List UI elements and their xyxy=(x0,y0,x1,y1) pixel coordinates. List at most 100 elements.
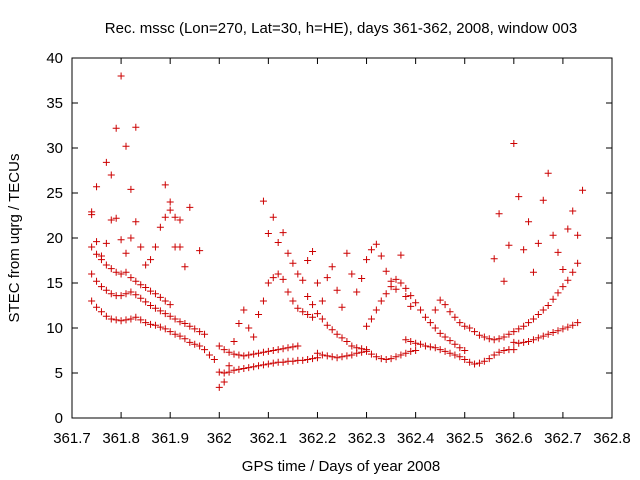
data-point xyxy=(274,346,282,354)
data-point xyxy=(166,198,174,206)
data-point xyxy=(505,330,513,338)
data-point xyxy=(112,214,120,222)
data-point xyxy=(186,322,194,330)
data-point xyxy=(117,270,125,278)
data-point xyxy=(441,333,449,341)
data-point xyxy=(132,313,140,321)
data-point xyxy=(147,256,155,264)
x-tick-label: 361.7 xyxy=(53,430,91,447)
data-point xyxy=(539,306,547,314)
data-point xyxy=(485,335,493,343)
data-point xyxy=(107,315,115,323)
data-point xyxy=(294,304,302,312)
data-point xyxy=(495,348,503,356)
data-point xyxy=(475,359,483,367)
data-point xyxy=(156,293,164,301)
data-point xyxy=(559,283,567,291)
data-point xyxy=(402,349,410,357)
data-point xyxy=(235,320,243,327)
data-point xyxy=(240,306,248,314)
y-tick-label: 20 xyxy=(46,230,63,247)
data-point xyxy=(510,140,518,147)
data-point xyxy=(348,270,356,278)
data-point xyxy=(392,285,400,293)
data-point xyxy=(564,323,572,331)
data-point xyxy=(407,338,415,345)
data-point xyxy=(323,352,331,360)
series-track-g xyxy=(215,342,302,360)
data-point xyxy=(323,274,331,282)
data-point xyxy=(147,302,155,309)
series-track-b xyxy=(88,270,209,338)
data-point xyxy=(367,350,375,358)
data-point xyxy=(544,330,552,338)
data-point xyxy=(574,259,582,267)
data-point xyxy=(166,312,174,320)
data-point xyxy=(245,351,253,359)
data-point xyxy=(372,306,380,314)
data-point xyxy=(156,223,164,231)
data-point xyxy=(500,277,508,285)
data-point xyxy=(402,293,410,300)
data-point xyxy=(534,239,542,247)
data-point xyxy=(402,336,410,344)
data-point xyxy=(264,360,272,368)
data-point xyxy=(436,329,444,337)
data-point xyxy=(161,181,169,189)
data-point xyxy=(259,348,267,356)
data-point xyxy=(579,186,587,194)
data-point xyxy=(304,356,312,363)
data-point xyxy=(176,318,184,326)
data-point xyxy=(515,325,523,333)
data-point xyxy=(230,350,238,358)
data-point xyxy=(309,313,317,321)
data-point xyxy=(107,290,115,298)
y-tick-label: 15 xyxy=(46,275,63,292)
data-point xyxy=(181,335,189,343)
data-point xyxy=(407,292,415,300)
data-point xyxy=(569,321,577,329)
data-point xyxy=(515,193,523,201)
data-point xyxy=(122,316,130,324)
data-point xyxy=(132,123,140,131)
data-point xyxy=(161,310,169,318)
data-point xyxy=(392,275,400,283)
data-point xyxy=(559,266,567,273)
data-point xyxy=(313,349,321,357)
data-point xyxy=(436,346,444,354)
data-point xyxy=(269,213,277,221)
data-point xyxy=(240,365,248,372)
data-point xyxy=(441,301,449,309)
data-point xyxy=(397,351,405,359)
data-point xyxy=(480,333,488,341)
data-point xyxy=(348,351,356,359)
data-point xyxy=(328,353,336,361)
data-point xyxy=(534,334,542,342)
data-point xyxy=(500,347,508,354)
data-point xyxy=(161,297,169,305)
series-track-c xyxy=(88,243,174,309)
data-point xyxy=(156,307,164,315)
data-point xyxy=(142,319,150,327)
series-track-f xyxy=(215,354,321,377)
data-point xyxy=(93,250,101,258)
series-track-p xyxy=(490,140,587,285)
data-point xyxy=(387,283,395,291)
data-point xyxy=(569,268,577,276)
data-point xyxy=(122,249,130,257)
data-point xyxy=(274,239,282,246)
data-point xyxy=(220,378,228,386)
data-point xyxy=(93,277,101,285)
data-point xyxy=(264,230,272,237)
data-point xyxy=(318,315,326,323)
data-point xyxy=(132,291,140,299)
data-point xyxy=(112,268,120,276)
data-point xyxy=(353,288,361,296)
data-point xyxy=(284,344,292,352)
data-point xyxy=(255,311,263,318)
data-point xyxy=(461,322,469,330)
data-point xyxy=(151,243,159,251)
data-point xyxy=(529,268,537,276)
data-point xyxy=(264,279,272,287)
data-point xyxy=(137,316,145,324)
